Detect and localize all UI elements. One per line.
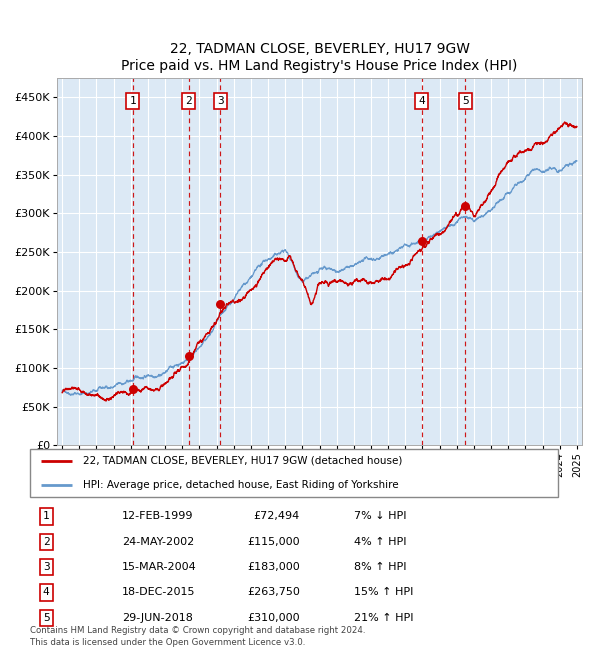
Text: Contains HM Land Registry data © Crown copyright and database right 2024.
This d: Contains HM Land Registry data © Crown c…	[30, 626, 365, 647]
Text: £183,000: £183,000	[247, 562, 300, 572]
Text: 29-JUN-2018: 29-JUN-2018	[122, 613, 193, 623]
Text: 3: 3	[43, 562, 50, 572]
Title: 22, TADMAN CLOSE, BEVERLEY, HU17 9GW
Price paid vs. HM Land Registry's House Pri: 22, TADMAN CLOSE, BEVERLEY, HU17 9GW Pri…	[121, 42, 518, 73]
Text: 24-MAY-2002: 24-MAY-2002	[122, 537, 194, 547]
Text: 22, TADMAN CLOSE, BEVERLEY, HU17 9GW (detached house): 22, TADMAN CLOSE, BEVERLEY, HU17 9GW (de…	[83, 456, 402, 465]
Text: £72,494: £72,494	[254, 512, 300, 521]
Text: 7% ↓ HPI: 7% ↓ HPI	[354, 512, 407, 521]
Text: 1: 1	[43, 512, 50, 521]
Text: 2: 2	[43, 537, 50, 547]
Text: 5: 5	[43, 613, 50, 623]
Text: 1: 1	[129, 96, 136, 106]
FancyBboxPatch shape	[30, 448, 558, 497]
Text: £115,000: £115,000	[247, 537, 300, 547]
Text: 4% ↑ HPI: 4% ↑ HPI	[354, 537, 407, 547]
Text: £263,750: £263,750	[247, 588, 300, 597]
Text: 12-FEB-1999: 12-FEB-1999	[122, 512, 193, 521]
Text: 2: 2	[185, 96, 193, 106]
Text: 15-MAR-2004: 15-MAR-2004	[122, 562, 197, 572]
Text: 5: 5	[462, 96, 469, 106]
Text: HPI: Average price, detached house, East Riding of Yorkshire: HPI: Average price, detached house, East…	[83, 480, 398, 490]
Text: 18-DEC-2015: 18-DEC-2015	[122, 588, 196, 597]
Text: 8% ↑ HPI: 8% ↑ HPI	[354, 562, 407, 572]
Text: 3: 3	[217, 96, 224, 106]
Text: 4: 4	[43, 588, 50, 597]
Text: £310,000: £310,000	[247, 613, 300, 623]
Text: 21% ↑ HPI: 21% ↑ HPI	[354, 613, 413, 623]
Text: 4: 4	[419, 96, 425, 106]
Text: 15% ↑ HPI: 15% ↑ HPI	[354, 588, 413, 597]
